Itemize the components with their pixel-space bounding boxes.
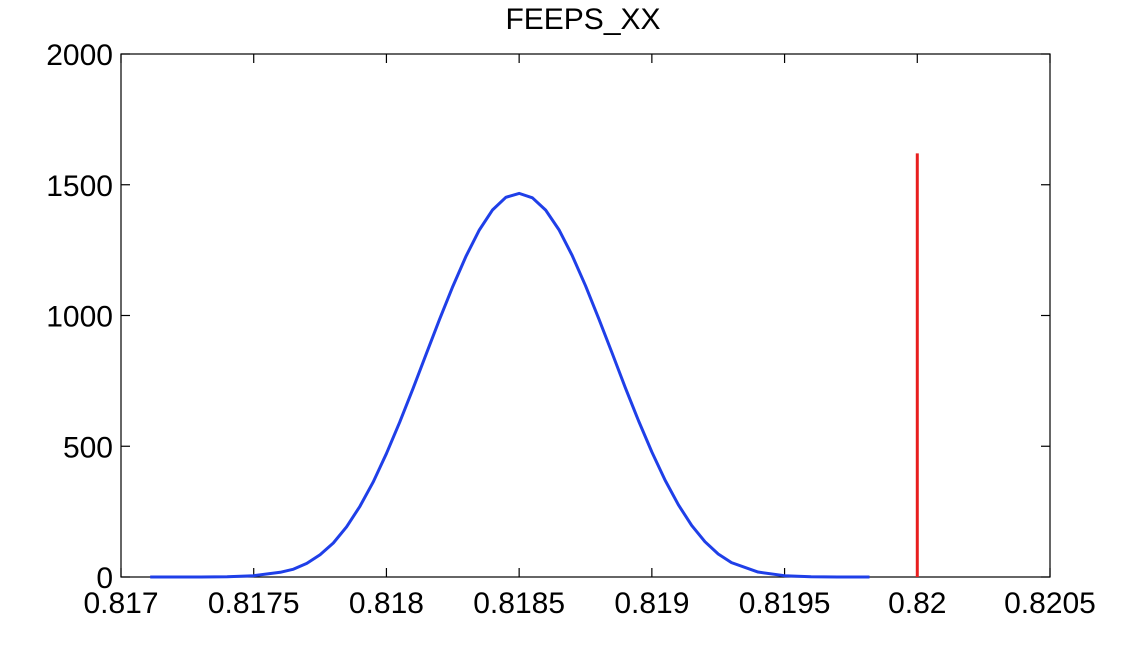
labels-layer: 0.817 0.8175 0.818 0.8185 0.819 0.8195 0.82 0.8…: [46, 39, 1096, 620]
plot-area-frame: [120, 53, 1051, 578]
ticks-layer: [120, 53, 1051, 578]
x-tick-label: 0.8205: [1004, 587, 1096, 620]
y-tick-label: 1000: [46, 301, 113, 334]
x-tick-label: 0.819: [614, 587, 689, 620]
series-layer: [150, 153, 919, 579]
x-tick-label: 0.8175: [208, 587, 300, 620]
y-tick-label: 0: [96, 562, 113, 595]
x-tick-label: 0.817: [83, 587, 158, 620]
y-tick-label: 1500: [46, 170, 113, 203]
series-line-distribution: [150, 191, 870, 579]
chart-title: FEEPS_XX: [505, 3, 660, 36]
y-tick-label: 2000: [46, 39, 113, 72]
x-tick-label: 0.8195: [739, 587, 831, 620]
x-tick-label: 0.8185: [473, 587, 565, 620]
y-tick-label: 500: [63, 431, 113, 464]
x-tick-label: 0.818: [349, 587, 424, 620]
x-tick-label: 0.82: [888, 587, 946, 620]
